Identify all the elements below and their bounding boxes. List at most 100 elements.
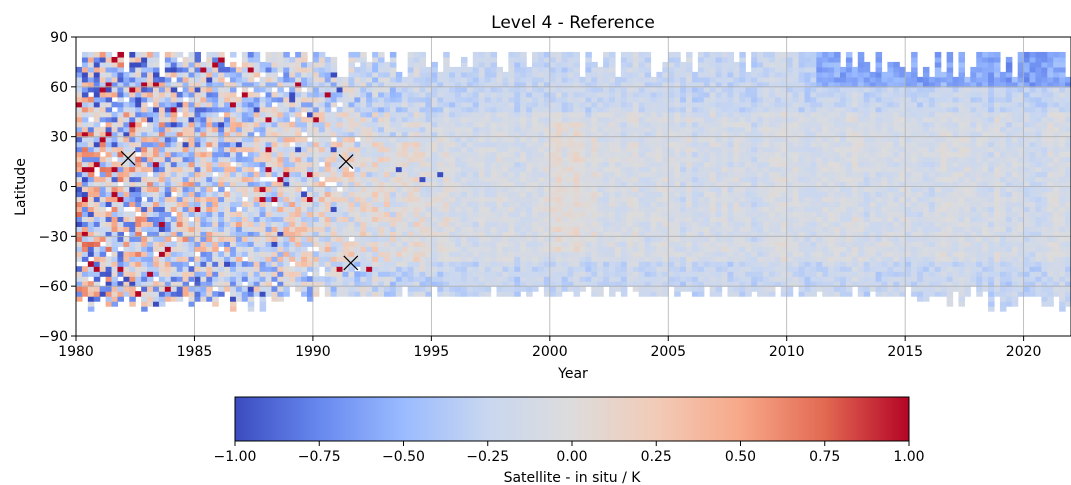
heatmap-cell — [218, 226, 225, 232]
heatmap-cell — [295, 176, 302, 183]
heatmap-cell — [591, 291, 598, 297]
heatmap-cell — [111, 86, 119, 93]
heatmap-cell — [342, 236, 350, 242]
heatmap-cell — [87, 221, 95, 227]
heatmap-cell — [437, 221, 444, 227]
heatmap-cell — [212, 71, 219, 78]
heatmap-cell — [543, 216, 551, 222]
heatmap-cell — [366, 216, 373, 222]
heatmap-cell — [164, 121, 172, 128]
heatmap-cell — [431, 166, 438, 173]
heatmap-cell — [455, 201, 462, 208]
heatmap-cell — [585, 236, 592, 242]
heatmap-cell — [537, 231, 545, 237]
heatmap-cell — [579, 221, 586, 227]
heatmap-cell — [135, 76, 142, 83]
heatmap-cell — [372, 131, 379, 138]
heatmap-cell — [567, 251, 575, 257]
heatmap-cell — [182, 176, 190, 183]
heatmap-cell — [123, 106, 130, 113]
heatmap-cell — [324, 161, 332, 168]
heatmap-cell — [318, 76, 326, 83]
heatmap-cell — [277, 191, 284, 198]
heatmap-cell — [620, 256, 628, 262]
heatmap-cell — [283, 96, 290, 103]
heatmap-cell — [514, 191, 521, 198]
heatmap-cell — [585, 256, 592, 262]
heatmap-cell — [259, 131, 267, 138]
heatmap-cell — [265, 211, 273, 217]
heatmap-cell — [455, 221, 462, 227]
heatmap-cell — [200, 116, 207, 123]
heatmap-cell — [632, 146, 640, 153]
heatmap-cell — [194, 81, 201, 88]
heatmap-cell — [644, 91, 652, 98]
heatmap-cell — [105, 211, 113, 217]
heatmap-cell — [194, 271, 201, 277]
heatmap-cell — [336, 196, 344, 203]
heatmap-cell — [366, 126, 373, 133]
heatmap-cell — [449, 126, 456, 133]
heatmap-cell — [644, 256, 652, 262]
heatmap-cell — [218, 261, 225, 267]
heatmap-cell — [543, 51, 551, 58]
heatmap-cell — [680, 151, 687, 158]
heatmap-cell — [644, 121, 652, 128]
heatmap-cell — [561, 156, 569, 163]
heatmap-cell — [526, 71, 533, 78]
heatmap-cell — [129, 156, 136, 163]
heatmap-cell — [638, 216, 646, 222]
heatmap-cell — [555, 121, 563, 128]
heatmap-cell — [283, 251, 290, 257]
heatmap-cell — [318, 51, 326, 58]
heatmap-cell — [117, 86, 124, 93]
heatmap-cell — [543, 166, 551, 173]
heatmap-cell — [413, 76, 421, 83]
heatmap-cell — [324, 146, 332, 153]
heatmap-cell — [656, 166, 663, 173]
heatmap-cell — [490, 91, 498, 98]
heatmap-cell — [419, 81, 427, 88]
heatmap-cell — [330, 241, 338, 247]
heatmap-cell — [330, 141, 338, 148]
heatmap-cell — [431, 86, 438, 93]
heatmap-cell — [656, 231, 663, 237]
heatmap-cell — [152, 181, 160, 188]
heatmap-cell — [656, 161, 663, 168]
heatmap-cell — [502, 156, 509, 163]
heatmap-cell — [212, 86, 219, 93]
heatmap-cell — [271, 136, 278, 143]
heatmap-cell — [105, 51, 113, 58]
heatmap-cell — [241, 231, 249, 237]
heatmap-cell — [389, 216, 397, 222]
heatmap-cell — [674, 106, 681, 113]
heatmap-cell — [407, 226, 415, 232]
heatmap-cell — [218, 156, 225, 163]
heatmap-cell — [194, 231, 201, 237]
heatmap-cell — [141, 96, 148, 103]
heatmap-cell — [224, 176, 231, 183]
heatmap-cell — [182, 281, 190, 287]
heatmap-cell — [206, 276, 213, 282]
heatmap-cell — [265, 151, 273, 158]
heatmap-cell — [567, 111, 575, 118]
heatmap-cell — [229, 226, 237, 232]
heatmap-cell — [514, 161, 521, 168]
heatmap-cell — [686, 101, 693, 108]
heatmap-cell — [496, 161, 504, 168]
heatmap-cell — [662, 206, 669, 213]
heatmap-cell — [152, 111, 160, 118]
heatmap-cell — [330, 261, 338, 267]
heatmap-cell — [158, 121, 166, 128]
heatmap-cell — [123, 121, 130, 128]
heatmap-cell — [460, 186, 468, 193]
heatmap-cell — [496, 271, 504, 277]
heatmap-cell — [295, 171, 302, 178]
heatmap-cell — [532, 106, 539, 113]
heatmap-cell — [141, 301, 148, 307]
heatmap-cell — [579, 126, 586, 133]
heatmap-cell — [407, 276, 415, 282]
heatmap-cell — [484, 221, 492, 227]
heatmap-cell — [466, 171, 474, 178]
heatmap-cell — [170, 206, 178, 213]
